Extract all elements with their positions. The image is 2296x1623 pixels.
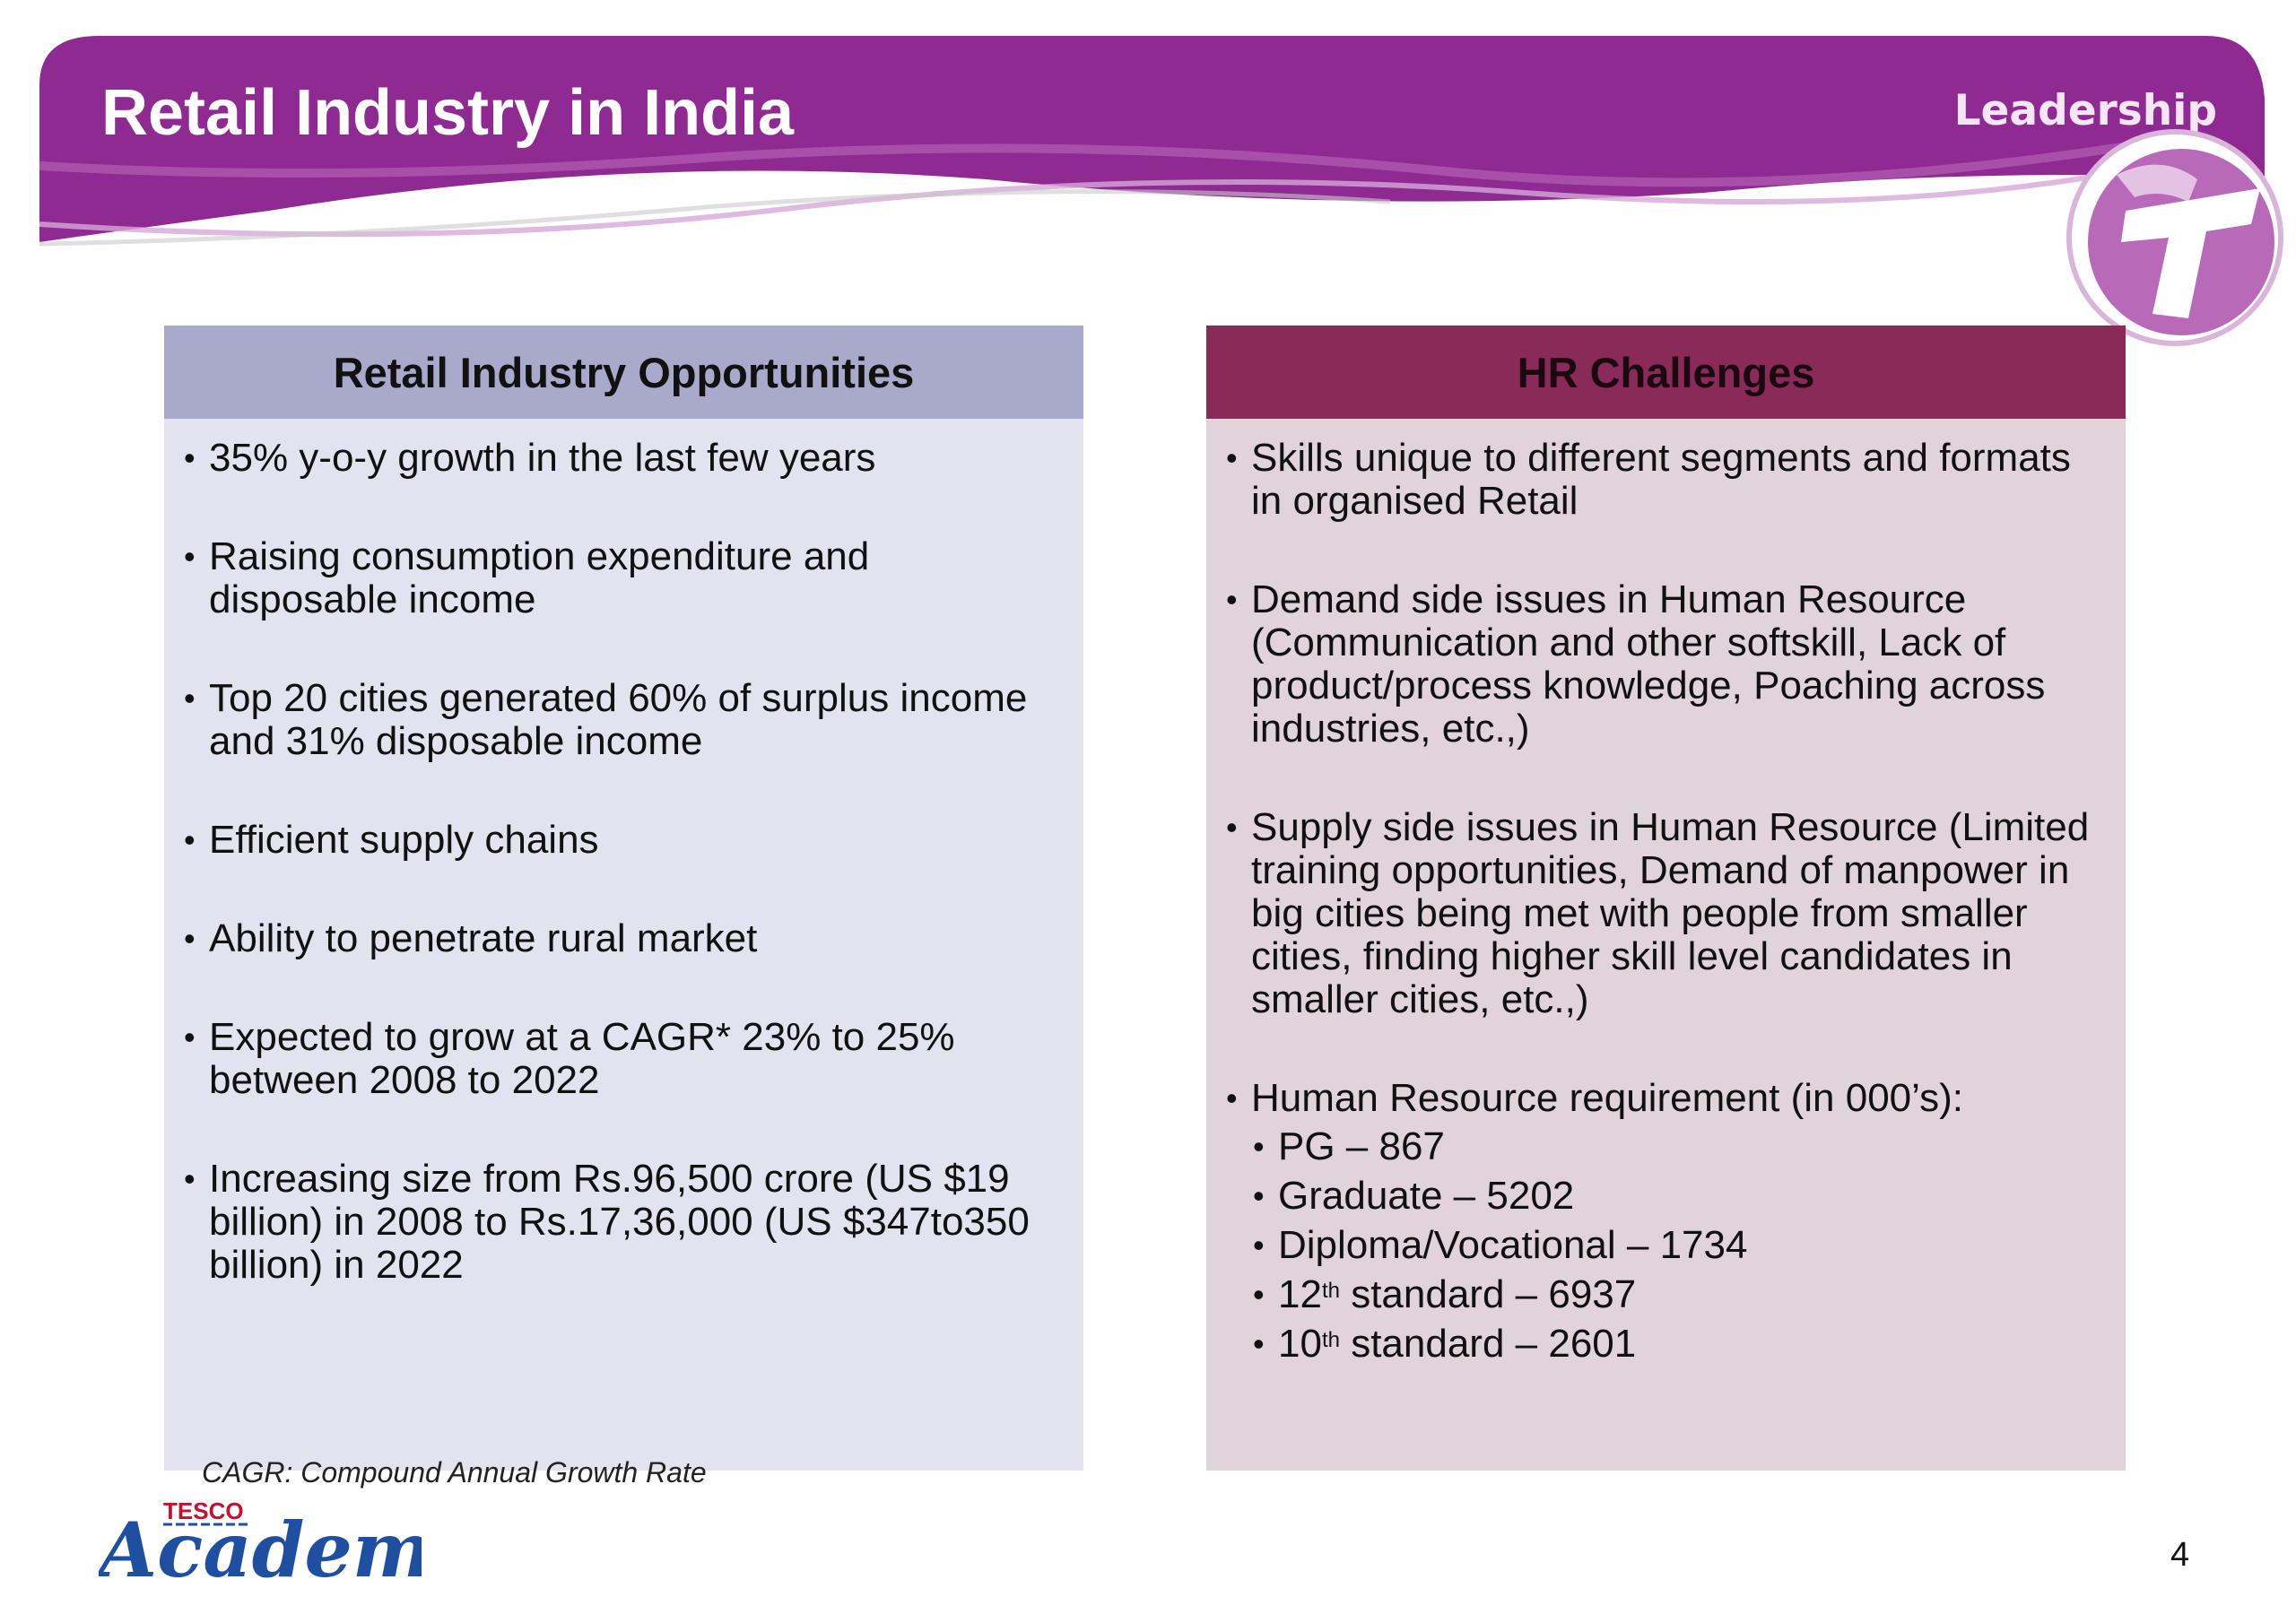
list-item: Expected to grow at a CAGR* 23% to 25% b… xyxy=(182,1016,1062,1102)
list-item: Ability to penetrate rural market xyxy=(182,917,1062,961)
requirement-item: Diploma/Vocational – 1734 xyxy=(1251,1224,2104,1268)
section-label: Leadership xyxy=(1953,86,2217,135)
hr-challenges-panel: HR Challenges Skills unique to different… xyxy=(1206,325,2126,1471)
opportunities-panel: Retail Industry Opportunities 35% y-o-y … xyxy=(164,325,1083,1471)
hr-requirement-label: Human Resource requirement (in 000’s): xyxy=(1251,1076,1963,1120)
list-item: Efficient supply chains xyxy=(182,819,1062,863)
list-item: Demand side issues in Human Resource (Co… xyxy=(1224,578,2104,751)
footnote: CAGR: Compound Annual Growth Rate xyxy=(202,1456,707,1488)
list-item: Increasing size from Rs.96,500 crore (US… xyxy=(182,1158,1062,1287)
tesco-academy-logo: TESCO Academy xyxy=(99,1497,422,1594)
svg-text:Academy: Academy xyxy=(99,1506,422,1594)
requirement-item: Graduate – 5202 xyxy=(1251,1175,2104,1219)
svg-text:TESCO: TESCO xyxy=(163,1497,244,1524)
list-item: Supply side issues in Human Resource (Li… xyxy=(1224,806,2104,1021)
t-logo-icon xyxy=(2066,129,2283,346)
list-item: 35% y-o-y growth in the last few years xyxy=(182,437,1062,481)
opportunities-heading: Retail Industry Opportunities xyxy=(164,325,1083,419)
hr-challenges-heading: HR Challenges xyxy=(1206,325,2126,419)
list-item: Raising consumption expenditure and disp… xyxy=(182,535,1062,621)
header-banner xyxy=(39,36,2265,247)
page-number: 4 xyxy=(2170,1536,2190,1574)
hr-challenges-list: Skills unique to different segments and … xyxy=(1206,437,2126,1367)
opportunities-list: 35% y-o-y growth in the last few years R… xyxy=(164,437,1083,1287)
requirement-item: PG – 867 xyxy=(1251,1125,2104,1169)
list-item: Top 20 cities generated 60% of surplus i… xyxy=(182,677,1062,763)
requirement-item: 12th standard – 6937 xyxy=(1251,1273,2104,1317)
page-title: Retail Industry in India xyxy=(101,77,795,149)
requirement-item: 10th standard – 2601 xyxy=(1251,1323,2104,1367)
list-item-hr-requirement: Human Resource requirement (in 000’s): P… xyxy=(1224,1076,2104,1367)
list-item: Skills unique to different segments and … xyxy=(1224,437,2104,523)
hr-requirement-list: PG – 867 Graduate – 5202 Diploma/Vocatio… xyxy=(1251,1125,2104,1367)
